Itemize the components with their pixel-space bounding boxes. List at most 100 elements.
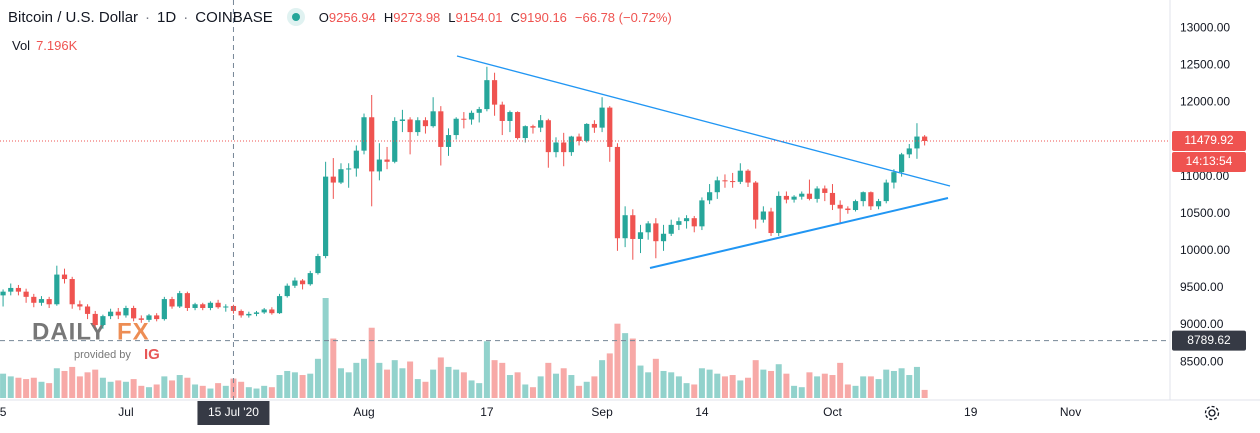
volume-bar (199, 385, 206, 398)
exchange: COINBASE (195, 8, 273, 26)
volume-bar (314, 358, 321, 398)
candle-body (276, 296, 283, 314)
ohlc-value: 9154.01 (455, 9, 503, 25)
candle-body (369, 117, 375, 172)
volume-bar (453, 369, 460, 398)
volume-title: Vol (12, 38, 31, 53)
candle-body (100, 316, 106, 326)
volume-bar (384, 369, 391, 398)
interval[interactable]: 1D (157, 8, 177, 26)
candle-body (284, 285, 290, 297)
candle-body (115, 311, 121, 316)
candle-body (92, 313, 98, 326)
candle-body (630, 215, 636, 239)
volume-bar (660, 370, 667, 398)
volume-bar (130, 379, 137, 398)
candle-body (161, 299, 167, 320)
change: −66.78 (−0.72%) (574, 9, 672, 25)
candle-body (323, 176, 329, 257)
volume-bar (353, 362, 360, 398)
volume-bar (268, 387, 275, 398)
volume-bar (745, 377, 752, 398)
candle-body (491, 80, 498, 105)
candle-body (875, 201, 882, 207)
volume-bar (99, 377, 106, 398)
volume-bar (637, 365, 644, 398)
candle-body (753, 182, 759, 220)
candle-body (292, 280, 298, 286)
ohlc-item: C9190.16 (511, 10, 567, 25)
candle-body (330, 176, 336, 183)
candle-body (269, 309, 275, 314)
candle-body (407, 119, 413, 133)
x-tick-label: Sep (591, 405, 613, 419)
volume-bar (599, 360, 606, 398)
volume-bar (361, 358, 368, 398)
volume-bar (545, 362, 552, 398)
candle-body (438, 111, 444, 147)
candle-body (814, 188, 820, 199)
volume-bar (652, 358, 659, 398)
candle-body (184, 293, 190, 308)
candle-body (177, 293, 183, 307)
candle-body (361, 117, 367, 151)
countdown-box (1172, 152, 1246, 173)
candle-body (376, 159, 382, 172)
ohlc-values: O9256.94 H9273.98 L9154.01 C9190.16 (319, 9, 575, 26)
crosshair-price-box (1172, 330, 1246, 351)
candle-body (691, 218, 697, 227)
volume-bar (791, 385, 798, 398)
settings-icon[interactable] (1204, 405, 1220, 421)
volume-bar (15, 377, 22, 398)
candle-body (468, 112, 475, 120)
candle-body (69, 279, 75, 305)
volume-bar (560, 368, 567, 398)
market-status[interactable] (286, 8, 305, 26)
watermark-provided: provided by (74, 349, 131, 361)
volume-bar (806, 372, 813, 398)
candle-body (653, 223, 659, 242)
candle-body (54, 274, 60, 305)
volume-bar (345, 372, 352, 398)
ohlc-letter: O (318, 9, 329, 25)
x-tick-label: Oct (823, 405, 842, 419)
volume-bar (837, 362, 844, 398)
candle-body (131, 307, 137, 319)
candle-body (714, 180, 720, 193)
volume-bar (176, 375, 183, 398)
volume-bar (768, 370, 775, 398)
volume-bar (622, 333, 629, 398)
candle-body (799, 193, 805, 197)
candle-body (223, 306, 229, 308)
separator: · (145, 8, 151, 26)
volume-bar (53, 368, 60, 398)
settings-icon-core (1208, 409, 1216, 417)
volume-bar (169, 380, 176, 398)
volume-bar (468, 380, 475, 398)
volume-bar (683, 383, 690, 398)
candle-body (668, 224, 674, 234)
volume-bar (721, 376, 728, 398)
volume-bar (729, 375, 736, 398)
candle-body (614, 146, 621, 239)
candle-body (722, 180, 728, 182)
ohlc-letter: L (448, 9, 456, 25)
settings-icon-ring (1204, 405, 1220, 421)
volume-bar (238, 381, 245, 398)
candle-body (123, 307, 129, 316)
x-tick-label: 19 (964, 405, 978, 419)
candle-body (538, 120, 544, 128)
volume-bar (337, 368, 344, 398)
volume-bar (890, 370, 897, 398)
candle-body (576, 136, 582, 142)
x-tick-label: Jul (118, 405, 133, 419)
volume-bar (460, 372, 467, 398)
volume-bar (798, 387, 805, 398)
volume-bar (706, 369, 713, 398)
candle-body (660, 233, 667, 242)
volume-bar (245, 387, 252, 398)
y-tick-label: 9500.00 (1180, 280, 1224, 294)
candle-body (484, 80, 490, 110)
candle-body (883, 182, 889, 202)
